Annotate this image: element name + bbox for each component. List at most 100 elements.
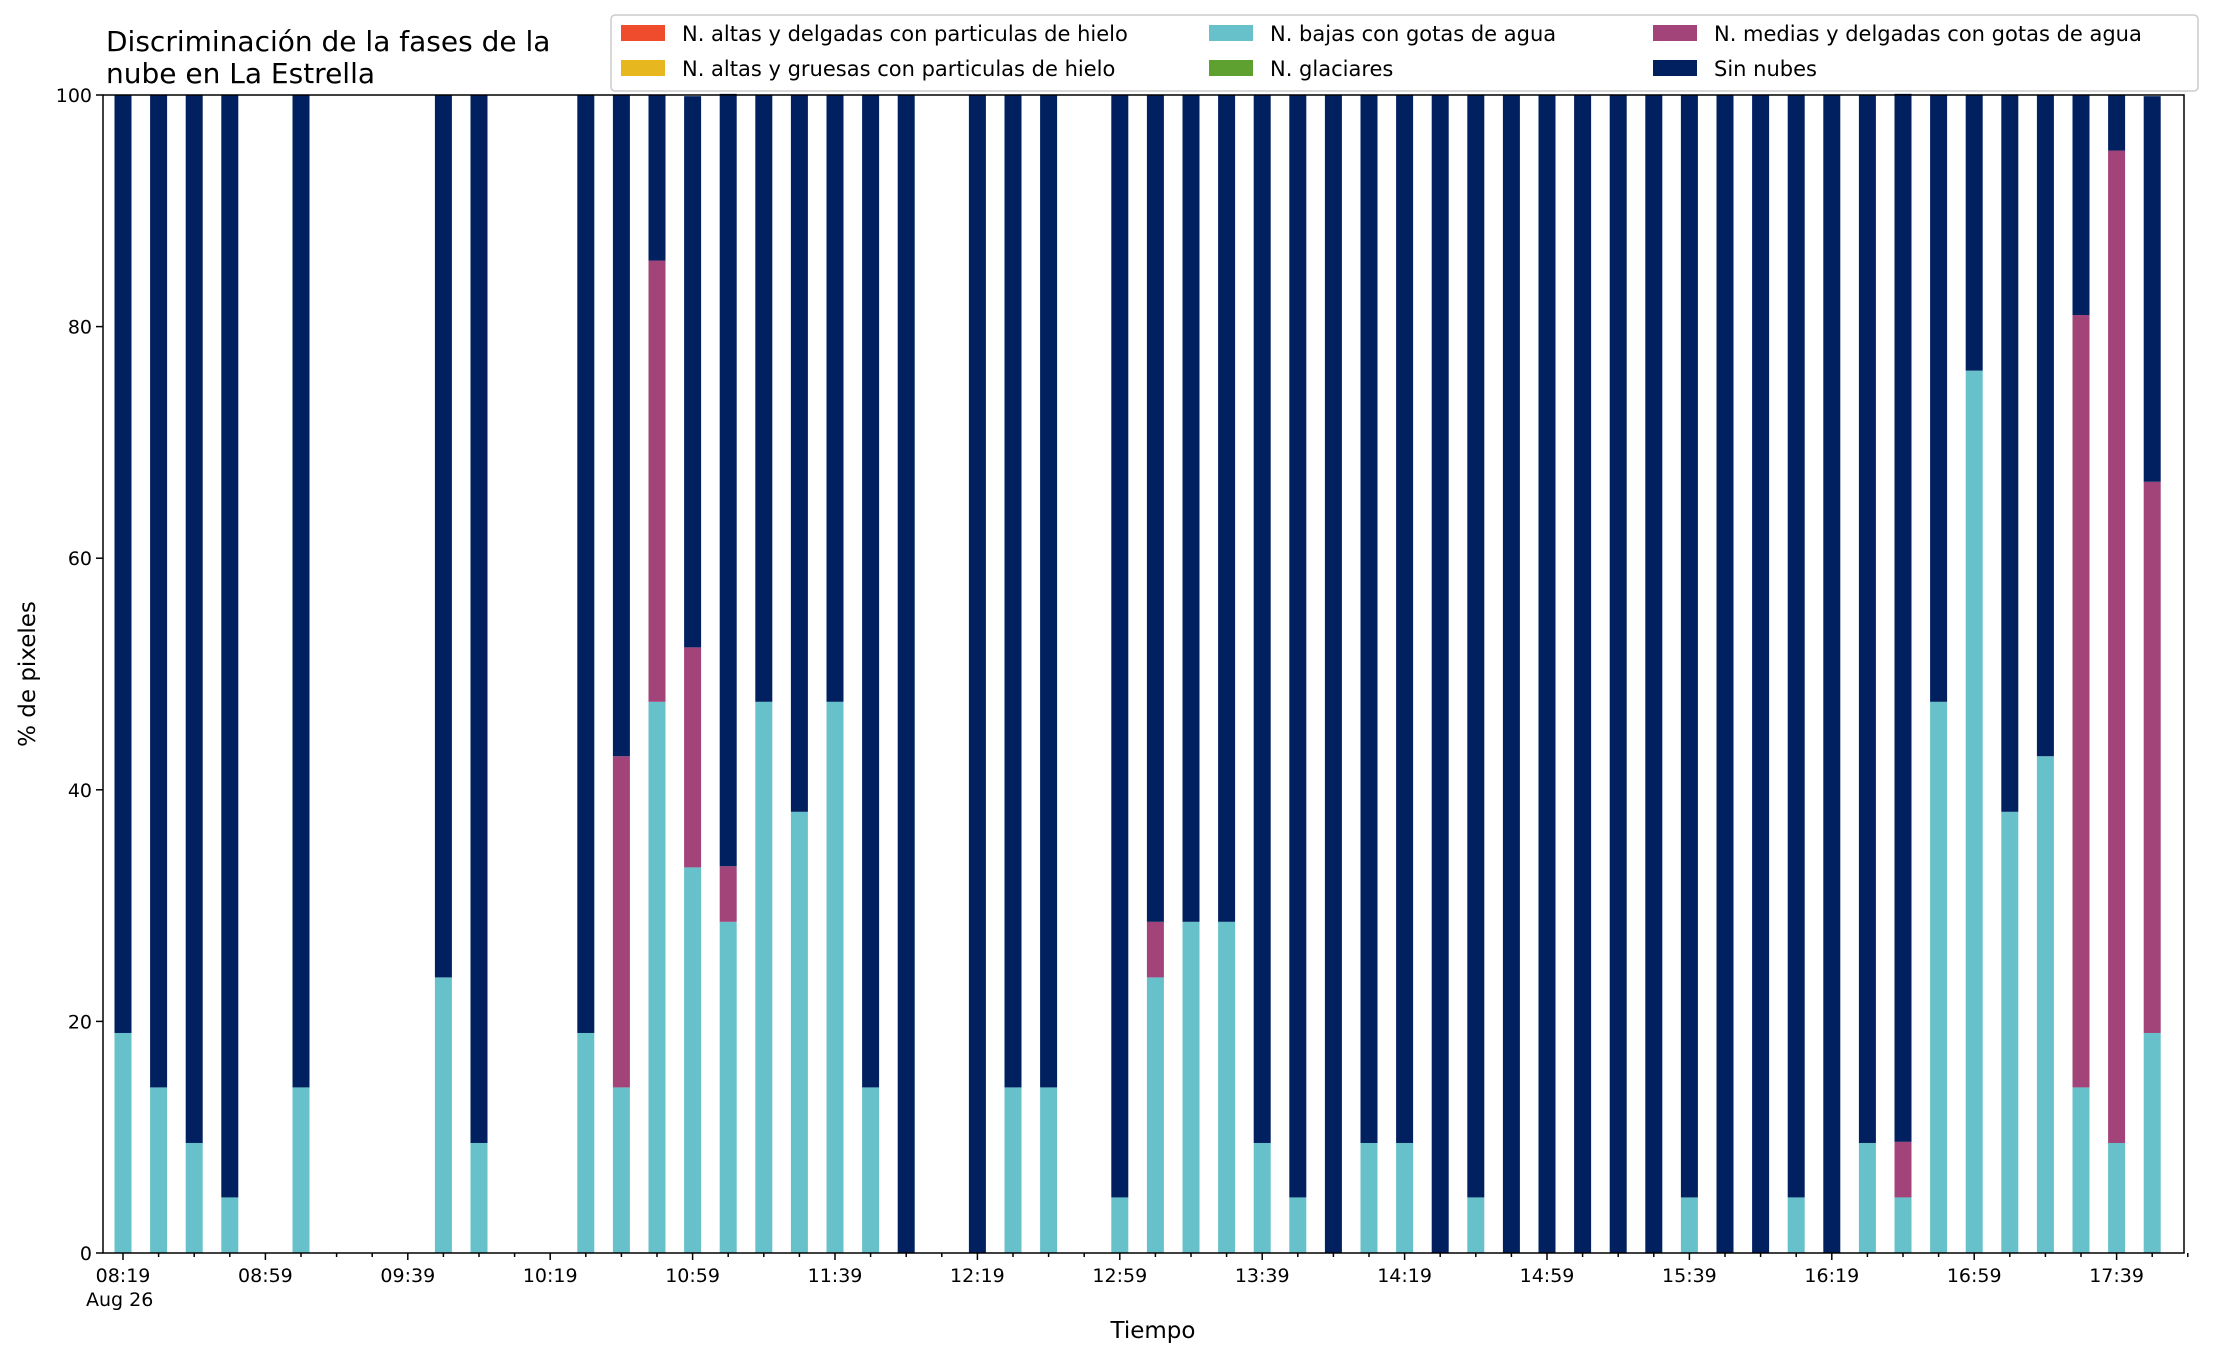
bar-segment <box>719 866 737 922</box>
legend-label: N. medias y delgadas con gotas de agua <box>1714 22 2142 46</box>
x-tick-label: 08:19 <box>96 1265 151 1287</box>
x-tick-label: 13:39 <box>1235 1265 1290 1287</box>
bar-segment <box>150 95 168 1088</box>
bar-segment <box>1894 1197 1912 1253</box>
bar-segment <box>719 921 737 1253</box>
bar-segment <box>2036 756 2054 1253</box>
chart-title-line-2: nube en La Estrella <box>106 57 375 90</box>
bar-segment <box>434 977 452 1253</box>
bar-segment <box>1502 95 1520 1253</box>
bar-segment <box>790 811 808 1253</box>
bar-segment <box>150 1087 168 1253</box>
legend-label: N. altas y gruesas con particulas de hie… <box>682 57 1115 81</box>
legend-swatch <box>1209 25 1253 41</box>
legend-label: N. bajas con gotas de agua <box>1270 22 1556 46</box>
bar-segment <box>1467 95 1485 1198</box>
bar-segment <box>1040 1087 1058 1253</box>
bar-segment <box>755 95 773 702</box>
legend-label: Sin nubes <box>1714 57 1817 81</box>
plot-frame <box>102 94 2185 1254</box>
legend-swatch <box>621 25 665 41</box>
bar-segment <box>1111 1197 1129 1253</box>
bar-segment <box>2072 1087 2090 1253</box>
bar-segment <box>2108 95 2126 151</box>
y-tick-label: 40 <box>68 780 92 802</box>
bar-segment <box>612 95 630 757</box>
bar-segment <box>1146 921 1164 978</box>
bar-segment <box>1182 95 1200 922</box>
bar-segment <box>826 701 844 1253</box>
bar-segment <box>1930 95 1948 702</box>
bar-segment <box>1858 1142 1876 1253</box>
y-axis-title: % de pixeles <box>15 601 41 747</box>
bar-segment <box>2143 1032 2161 1253</box>
bar-segment <box>1609 95 1627 1253</box>
bar-segment <box>2001 811 2019 1253</box>
bar-segment <box>897 95 915 1253</box>
x-tick-label: 09:39 <box>380 1265 435 1287</box>
bar-segment <box>1004 1087 1022 1253</box>
bar-segment <box>1360 1142 1378 1253</box>
bar-segment <box>1253 1142 1271 1253</box>
bar-segment <box>826 95 844 702</box>
bar-segment <box>1218 921 1236 1253</box>
bar-segment <box>1218 95 1236 922</box>
bar-segment <box>968 95 986 1253</box>
bar-segment <box>1823 95 1841 1253</box>
legend-swatch <box>621 60 665 76</box>
bar-segment <box>1182 921 1200 1253</box>
bar-segment <box>2001 95 2019 812</box>
bar-segment <box>2072 315 2090 1088</box>
bar-segment <box>2143 96 2161 482</box>
bar-segment <box>1253 95 1271 1143</box>
x-tick-label: 11:39 <box>808 1265 863 1287</box>
bar-segment <box>434 95 452 978</box>
legend-frame <box>610 14 2199 92</box>
bar-segment <box>1894 1141 1912 1198</box>
y-tick-label: 20 <box>68 1011 92 1033</box>
bar-segment <box>648 260 666 702</box>
bar-segment <box>1680 95 1698 1198</box>
chart-title-line-1: Discriminación de la fases de la <box>106 25 550 58</box>
y-axis-ticks: 0 20 40 60 80 100 <box>56 85 103 1265</box>
bar-segment <box>790 95 808 812</box>
bar-segment <box>1965 370 1983 1253</box>
x-tick-sublabel: Aug 26 <box>86 1289 153 1311</box>
bar-segment <box>1146 977 1164 1253</box>
x-tick-label: 16:59 <box>1947 1265 2002 1287</box>
bar-segment <box>1645 95 1663 1253</box>
bar-segment <box>185 95 203 1143</box>
bar-segment <box>1467 1197 1485 1253</box>
bar-segment <box>1289 95 1307 1198</box>
y-tick-label: 80 <box>68 317 92 339</box>
bar-segment <box>684 867 702 1253</box>
bar-segment <box>862 95 880 1088</box>
bar-segment <box>1752 95 1770 1253</box>
y-tick-label: 0 <box>80 1243 92 1265</box>
x-tick-label: 14:59 <box>1520 1265 1575 1287</box>
bar-layer <box>114 93 2161 1253</box>
x-tick-label: 14:19 <box>1377 1265 1432 1287</box>
bar-segment <box>1396 95 1414 1143</box>
bar-segment <box>1787 1197 1805 1253</box>
bar-segment <box>2108 150 2126 1143</box>
bar-segment <box>1431 95 1449 1253</box>
bar-segment <box>1396 1142 1414 1253</box>
legend-label: N. altas y delgadas con particulas de hi… <box>682 22 1128 46</box>
bar-segment <box>719 93 737 867</box>
legend-swatch <box>1653 60 1697 76</box>
bar-segment <box>292 95 310 1088</box>
bar-segment <box>470 95 488 1143</box>
bar-segment <box>1716 95 1734 1253</box>
bar-segment <box>1930 701 1948 1253</box>
x-axis-ticks: 08:19 08:59 09:39 10:19 10:59 11:39 12:19 12:59… <box>96 1253 2189 1287</box>
bar-segment <box>221 95 239 1198</box>
x-tick-label: 10:19 <box>523 1265 578 1287</box>
bar-segment <box>684 647 702 868</box>
x-tick-label: 15:39 <box>1662 1265 1717 1287</box>
bar-segment <box>1324 95 1342 1253</box>
bar-segment <box>1111 95 1129 1198</box>
bar-segment <box>1146 95 1164 922</box>
bar-segment <box>648 701 666 1253</box>
